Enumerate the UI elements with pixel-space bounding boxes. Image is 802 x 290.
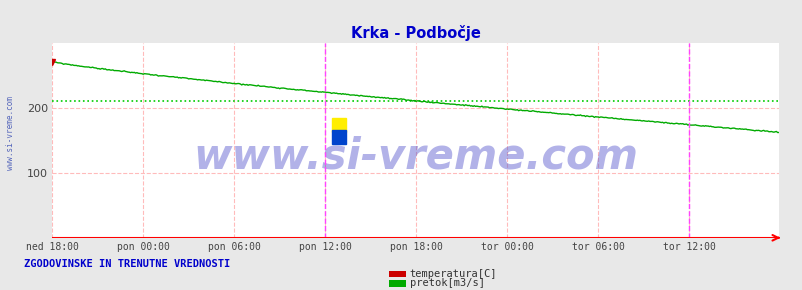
- Text: ZGODOVINSKE IN TRENUTNE VREDNOSTI: ZGODOVINSKE IN TRENUTNE VREDNOSTI: [24, 259, 230, 269]
- Text: temperatura[C]: temperatura[C]: [409, 269, 496, 279]
- Text: pretok[m3/s]: pretok[m3/s]: [409, 278, 484, 288]
- Text: www.si-vreme.com: www.si-vreme.com: [192, 135, 638, 177]
- Title: Krka - Podbočje: Krka - Podbočje: [350, 25, 480, 41]
- Text: www.si-vreme.com: www.si-vreme.com: [6, 96, 15, 171]
